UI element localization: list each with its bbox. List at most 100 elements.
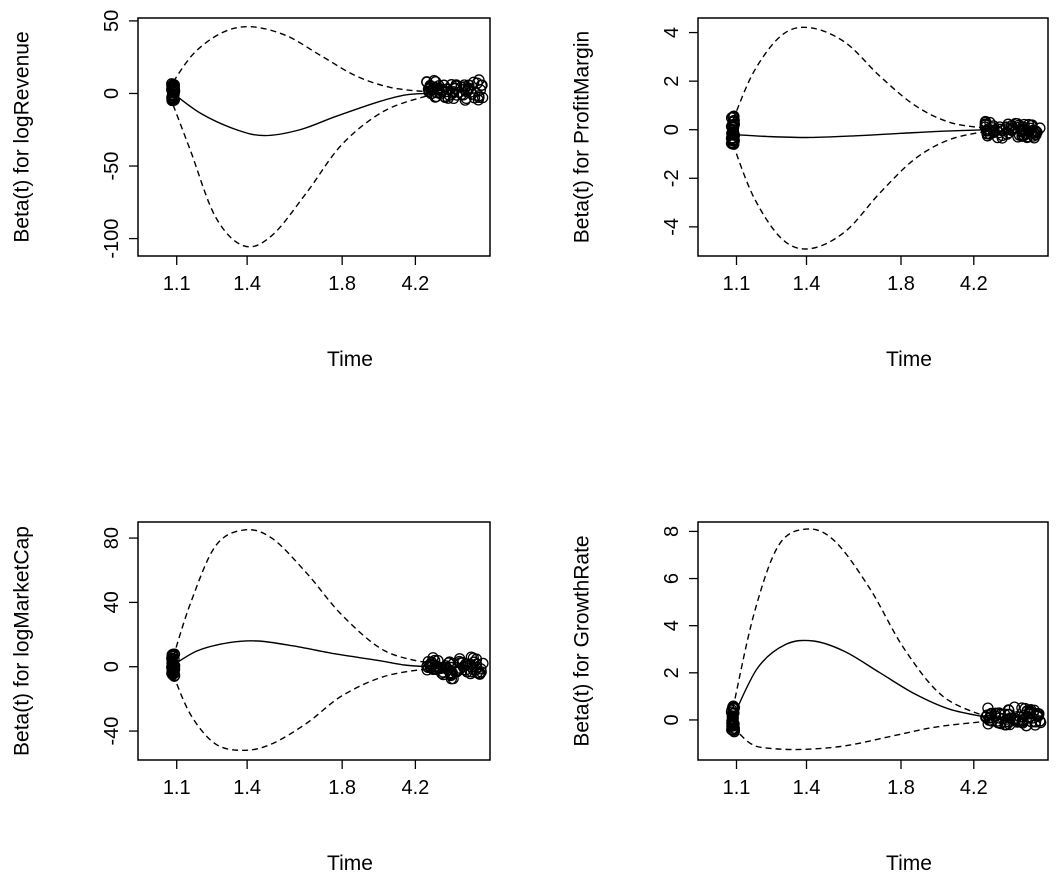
x-tick-label: 1.8 (328, 273, 356, 295)
residual-point (1020, 720, 1033, 732)
residual-point (994, 123, 1006, 135)
confidence-band-line (732, 528, 989, 719)
residual-point (999, 719, 1011, 731)
residual-point (1016, 130, 1028, 142)
residual-point (168, 87, 180, 99)
residual-point (1019, 702, 1031, 715)
y-tick-label: 0 (101, 88, 123, 99)
panel-2: 4 2 0 -2 -4 1.1 1.4 1.8 4.2 Time Beta(t) for Profi… (571, 17, 1049, 371)
residual-point (470, 661, 482, 674)
y-tick-label: 0 (101, 661, 123, 672)
beta-estimate-line (172, 92, 431, 137)
residual-point (981, 127, 993, 140)
beta-estimate-line (732, 129, 989, 139)
y-tick-label: 80 (101, 527, 123, 549)
residual-point (728, 114, 740, 127)
residual-point (728, 118, 741, 130)
x-tick-label: 1.4 (793, 273, 821, 295)
plot-frame (697, 17, 1049, 257)
confidence-band-line (172, 94, 431, 248)
residual-point (727, 124, 739, 136)
residual-point (476, 79, 488, 91)
residual-point (437, 666, 449, 678)
y-tick-label: 40 (101, 591, 123, 613)
y-tick-label: 8 (661, 526, 683, 537)
residual-point (1016, 714, 1029, 726)
residual-point (728, 110, 740, 122)
residual-point (1030, 125, 1042, 138)
y-tick-label: -50 (101, 152, 123, 181)
y-tick-label: 50 (101, 10, 123, 32)
residual-point (443, 89, 455, 101)
beta-estimate-line (172, 640, 431, 668)
residual-point (995, 717, 1007, 730)
residual-point (425, 88, 437, 100)
residual-point (459, 94, 471, 106)
y-axis-label: Beta(t) for ProfitMargin (571, 31, 594, 243)
confidence-band-line (172, 529, 431, 665)
residual-point (466, 661, 478, 673)
y-tick-label: 2 (661, 667, 683, 678)
y-tick-label: 0 (661, 714, 683, 725)
confidence-band-line (172, 25, 431, 93)
y-tick-label: -2 (661, 169, 683, 187)
y-axis-label: Beta(t) for logMarketCap (11, 526, 34, 756)
residual-point (726, 717, 738, 729)
x-tick-label: 1.1 (163, 777, 191, 799)
beta-estimate-line (732, 639, 989, 719)
y-tick-label: 4 (661, 27, 683, 38)
residual-point (1026, 119, 1038, 131)
residual-point (1008, 701, 1021, 713)
plot-frame (137, 521, 491, 761)
y-tick-label: -4 (661, 218, 683, 236)
residual-point (445, 673, 458, 685)
residual-point (471, 77, 483, 89)
residual-point (421, 76, 433, 88)
residual-point (1012, 131, 1024, 143)
x-tick-label: 1.8 (887, 273, 915, 295)
y-axis-label: Beta(t) for logRevenue (11, 31, 34, 242)
y-tick-label: 4 (661, 620, 683, 631)
y-axis-label: Beta(t) for GrowthRate (571, 535, 594, 746)
x-axis-label: Time (327, 852, 373, 875)
plot-frame (697, 521, 1049, 761)
residual-point (168, 663, 180, 676)
confidence-band-line (732, 130, 989, 250)
x-tick-label: 4.2 (401, 273, 429, 295)
x-tick-label: 1.4 (233, 777, 261, 799)
x-tick-label: 1.1 (723, 273, 751, 295)
residual-point (463, 79, 475, 91)
residual-point (462, 83, 475, 95)
y-tick-label: 6 (661, 573, 683, 584)
y-tick-label: -40 (101, 717, 123, 746)
residual-point (1029, 716, 1042, 728)
residual-point (166, 652, 178, 664)
residual-point (726, 137, 738, 149)
residual-point (473, 668, 485, 680)
x-axis-label: Time (886, 348, 932, 371)
residual-point (1006, 124, 1018, 136)
confidence-band-line (732, 26, 989, 130)
confidence-band-line (172, 667, 431, 752)
residual-point (428, 74, 440, 87)
residual-point (726, 710, 739, 722)
residual-point (434, 662, 446, 675)
x-tick-label: 4.2 (960, 777, 988, 799)
residual-point (993, 707, 1005, 719)
residual-point (453, 655, 466, 668)
x-tick-label: 1.4 (233, 273, 261, 295)
plot-frame (137, 17, 491, 257)
residual-point (441, 83, 453, 95)
panel-1: 50 0 -50 -100 1.1 1.4 1.8 4.2 Time Beta(t) for lo… (11, 10, 491, 371)
x-axis-label: Time (886, 852, 932, 875)
residual-point (979, 115, 992, 128)
x-tick-label: 1.1 (163, 273, 191, 295)
residual-point (427, 83, 439, 95)
residual-point (985, 708, 997, 720)
residual-point (1003, 704, 1015, 717)
residual-point (979, 119, 992, 131)
panel-3: 80 40 0 -40 1.1 1.4 1.8 4.2 Time Beta(t) for logM… (11, 521, 491, 875)
x-tick-label: 1.4 (793, 777, 821, 799)
y-tick-label: -100 (101, 219, 123, 259)
